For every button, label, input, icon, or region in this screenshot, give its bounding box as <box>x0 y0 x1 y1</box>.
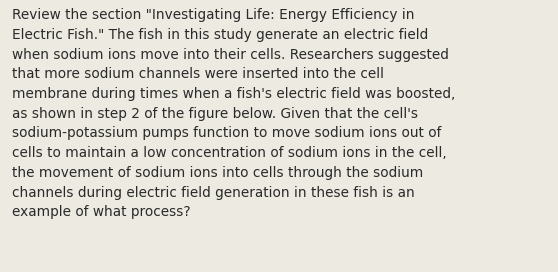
Text: Review the section "Investigating Life: Energy Efficiency in
Electric Fish." The: Review the section "Investigating Life: … <box>12 8 456 219</box>
